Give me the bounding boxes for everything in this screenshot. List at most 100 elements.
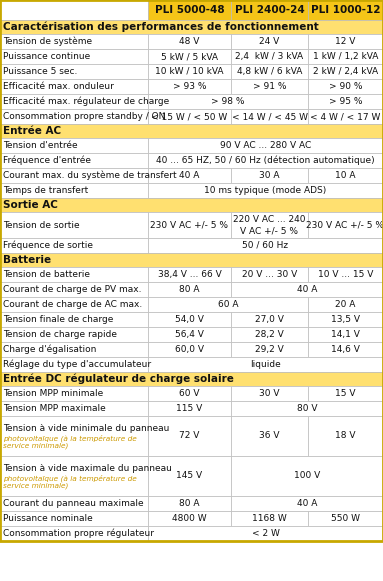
Bar bbox=[308, 297, 383, 312]
Bar bbox=[308, 109, 383, 124]
Bar bbox=[231, 64, 308, 79]
Text: liquide: liquide bbox=[250, 360, 281, 369]
Bar bbox=[148, 456, 231, 496]
Text: 50 / 60 Hz: 50 / 60 Hz bbox=[242, 241, 288, 250]
Bar bbox=[148, 64, 231, 79]
Text: 54,0 V: 54,0 V bbox=[175, 315, 204, 324]
Text: 230 V AC +/- 5 %: 230 V AC +/- 5 % bbox=[151, 221, 229, 229]
Text: 40 ... 65 HZ, 50 / 60 Hz (détection automatique): 40 ... 65 HZ, 50 / 60 Hz (détection auto… bbox=[156, 156, 375, 165]
Text: 38,4 V ... 66 V: 38,4 V ... 66 V bbox=[158, 270, 221, 279]
Bar bbox=[0, 511, 148, 526]
Bar bbox=[0, 372, 383, 386]
Text: 28,2 V: 28,2 V bbox=[255, 330, 284, 339]
Text: photovoltaïque (à la température de
service minimale): photovoltaïque (à la température de serv… bbox=[3, 434, 137, 449]
Bar bbox=[231, 282, 383, 297]
Bar bbox=[0, 183, 148, 198]
Text: < 2 W: < 2 W bbox=[252, 529, 280, 538]
Bar bbox=[0, 267, 148, 282]
Text: Tension MPP minimale: Tension MPP minimale bbox=[3, 389, 103, 398]
Bar bbox=[148, 416, 231, 456]
Bar bbox=[148, 511, 231, 526]
Text: Puissance 5 sec.: Puissance 5 sec. bbox=[3, 67, 77, 76]
Text: Temps de transfert: Temps de transfert bbox=[3, 186, 88, 195]
Text: 60 A: 60 A bbox=[218, 300, 238, 309]
Bar bbox=[308, 327, 383, 342]
Bar bbox=[148, 526, 383, 541]
Text: 80 V: 80 V bbox=[297, 404, 317, 413]
Text: Charge d'égalisation: Charge d'égalisation bbox=[3, 345, 97, 354]
Text: Courant de charge de PV max.: Courant de charge de PV max. bbox=[3, 285, 141, 294]
Bar bbox=[231, 109, 308, 124]
Text: 80 A: 80 A bbox=[179, 499, 200, 508]
Text: Tension de charge rapide: Tension de charge rapide bbox=[3, 330, 117, 339]
Bar bbox=[231, 0, 308, 20]
Text: 10 V ... 15 V: 10 V ... 15 V bbox=[318, 270, 373, 279]
Text: 15 V: 15 V bbox=[335, 389, 356, 398]
Bar bbox=[308, 168, 383, 183]
Bar bbox=[0, 282, 148, 297]
Text: 20 V ... 30 V: 20 V ... 30 V bbox=[242, 270, 297, 279]
Bar bbox=[308, 0, 383, 20]
Text: Tension de batterie: Tension de batterie bbox=[3, 270, 90, 279]
Text: > 90 %: > 90 % bbox=[329, 82, 362, 91]
Bar bbox=[0, 401, 148, 416]
Bar bbox=[0, 20, 383, 34]
Bar bbox=[148, 212, 231, 238]
Bar bbox=[231, 79, 308, 94]
Bar bbox=[231, 212, 308, 238]
Bar bbox=[231, 456, 383, 496]
Text: Caractérisation des performances de fonctionnement: Caractérisation des performances de fonc… bbox=[3, 21, 319, 33]
Bar bbox=[0, 153, 148, 168]
Bar bbox=[0, 64, 148, 79]
Text: 10 ms typique (mode ADS): 10 ms typique (mode ADS) bbox=[205, 186, 327, 195]
Bar bbox=[148, 327, 231, 342]
Text: PLI 5000-48: PLI 5000-48 bbox=[155, 5, 224, 15]
Text: 27,0 V: 27,0 V bbox=[255, 315, 284, 324]
Bar bbox=[0, 49, 148, 64]
Text: Tension d'entrée: Tension d'entrée bbox=[3, 141, 78, 150]
Text: > 95 %: > 95 % bbox=[329, 97, 362, 106]
Bar bbox=[308, 267, 383, 282]
Bar bbox=[148, 138, 383, 153]
Text: 145 V: 145 V bbox=[177, 472, 203, 480]
Text: 2,4  kW / 3 kVA: 2,4 kW / 3 kVA bbox=[236, 52, 304, 61]
Text: 1168 W: 1168 W bbox=[252, 514, 287, 523]
Text: < 15 W / < 50 W: < 15 W / < 50 W bbox=[151, 112, 228, 121]
Bar bbox=[148, 267, 231, 282]
Bar bbox=[231, 342, 308, 357]
Text: 100 V: 100 V bbox=[294, 472, 320, 480]
Bar bbox=[0, 238, 148, 253]
Bar bbox=[0, 138, 148, 153]
Text: Entrée AC: Entrée AC bbox=[3, 126, 61, 136]
Text: 2 kW / 2,4 kVA: 2 kW / 2,4 kVA bbox=[313, 67, 378, 76]
Text: 29,2 V: 29,2 V bbox=[255, 345, 284, 354]
Bar bbox=[0, 124, 383, 138]
Bar bbox=[308, 64, 383, 79]
Bar bbox=[148, 496, 231, 511]
Text: 30 V: 30 V bbox=[259, 389, 280, 398]
Text: > 98 %: > 98 % bbox=[211, 97, 245, 106]
Text: 60 V: 60 V bbox=[179, 389, 200, 398]
Bar bbox=[0, 386, 148, 401]
Text: 115 V: 115 V bbox=[177, 404, 203, 413]
Text: Tension de système: Tension de système bbox=[3, 37, 92, 46]
Text: 90 V AC ... 280 V AC: 90 V AC ... 280 V AC bbox=[220, 141, 311, 150]
Bar bbox=[148, 153, 383, 168]
Text: > 93 %: > 93 % bbox=[173, 82, 206, 91]
Bar bbox=[231, 49, 308, 64]
Bar bbox=[0, 342, 148, 357]
Bar bbox=[231, 327, 308, 342]
Bar bbox=[0, 34, 148, 49]
Text: Consommation propre régulateur: Consommation propre régulateur bbox=[3, 529, 154, 538]
Bar bbox=[148, 168, 231, 183]
Text: Efficacité max. onduleur: Efficacité max. onduleur bbox=[3, 82, 114, 91]
Bar bbox=[148, 297, 308, 312]
Text: Courant max. du système de transfert: Courant max. du système de transfert bbox=[3, 171, 177, 180]
Text: 14,6 V: 14,6 V bbox=[331, 345, 360, 354]
Bar bbox=[148, 357, 383, 372]
Bar bbox=[148, 238, 383, 253]
Text: Tension à vide maximale du panneau: Tension à vide maximale du panneau bbox=[3, 464, 172, 474]
Text: 48 V: 48 V bbox=[179, 37, 200, 46]
Bar bbox=[148, 109, 231, 124]
Text: 5 kW / 5 kVA: 5 kW / 5 kVA bbox=[161, 52, 218, 61]
